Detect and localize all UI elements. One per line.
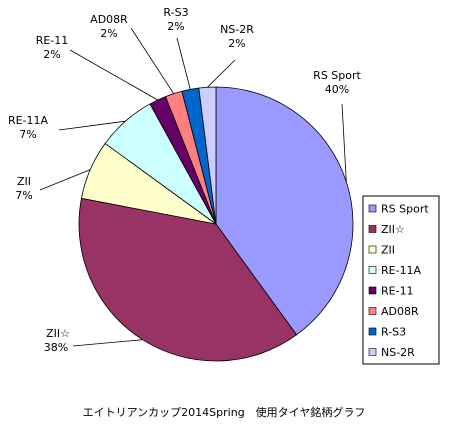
legend-swatch (368, 266, 377, 274)
leader-line-3 (58, 120, 126, 131)
legend-label: RS Sport (381, 203, 429, 216)
leader-lines (39, 27, 347, 347)
legend-label: ZII (381, 244, 395, 257)
leader-line-0 (341, 103, 347, 182)
slice-label-name: ZII☆ (46, 327, 70, 340)
slice-label-percent: 7% (19, 128, 36, 141)
slice-label-name: ZII (17, 175, 31, 188)
slice-label-percent: 7% (15, 189, 32, 202)
slice-label-name: AD08R (90, 13, 128, 26)
slice-label-name: RE-11 (36, 34, 69, 47)
slice-label-percent: 2% (100, 27, 117, 40)
legend-box (362, 195, 440, 365)
leader-line-1 (72, 339, 143, 347)
legend-label: AD08R (381, 305, 419, 318)
slice-label-percent: 2% (167, 20, 184, 33)
leader-line-2 (39, 169, 91, 191)
leader-line-7 (207, 59, 236, 88)
legend-swatch (368, 286, 377, 295)
legend-swatch (368, 348, 377, 356)
legend-swatch (368, 225, 377, 233)
legend-label: NS-2R (381, 346, 415, 359)
chart-title: エイトリアンカップ2014Spring 使用タイヤ銘柄グラフ (83, 405, 366, 419)
legend-label: ZII☆ (381, 223, 405, 236)
legend-label: R-S3 (381, 326, 406, 339)
legend-swatch (368, 327, 377, 336)
slice-label-name: R-S3 (163, 6, 188, 19)
leader-line-5 (130, 27, 175, 94)
pie-slices (78, 86, 354, 362)
slice-labels: RS Sport40%ZII☆38%ZII7%RE-11A7%RE-112%AD… (8, 6, 362, 354)
legend-swatch (368, 204, 377, 213)
legend-swatch (368, 245, 377, 254)
legend-label: RE-11A (381, 264, 422, 277)
leader-line-4 (69, 49, 158, 101)
leader-line-6 (176, 37, 191, 90)
slice-label-percent: 2% (228, 37, 245, 50)
slice-label-name: RE-11A (8, 114, 49, 127)
slice-label-name: RS Sport (313, 69, 361, 82)
legend-swatch (368, 307, 377, 315)
legend-label: RE-11 (381, 285, 414, 298)
slice-label-name: NS-2R (220, 23, 254, 36)
slice-label-percent: 38% (44, 341, 68, 354)
slice-label-percent: 2% (43, 48, 60, 61)
slice-label-percent: 40% (325, 83, 349, 96)
legend: RS Sport ZII☆ ZII RE-11A RE-11 AD08R R-S3 NS-2R (362, 195, 440, 365)
